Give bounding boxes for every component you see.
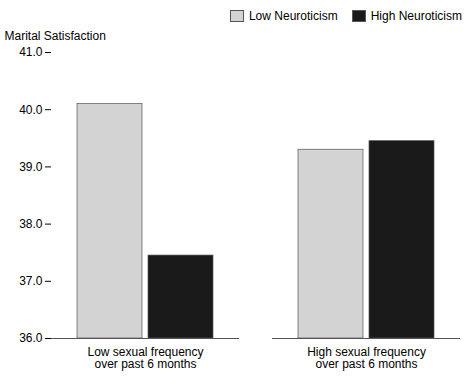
svg-text:High sexual frequencyover past: High sexual frequencyover past 6 months: [307, 345, 426, 371]
html-text:Low Neuroticism: Low Neuroticism: [248, 9, 338, 23]
svg-text:36.0: 36.0: [19, 331, 43, 345]
svg-text:38.0: 38.0: [19, 217, 43, 231]
svg-text:41.0: 41.0: [19, 45, 43, 59]
svg-text:37.0: 37.0: [19, 274, 43, 288]
svg-text:Marital Satisfaction: Marital Satisfaction: [5, 29, 106, 43]
svg-text:Low sexual frequencyover past: Low sexual frequencyover past 6 months: [87, 345, 203, 371]
svg-text:39.0: 39.0: [19, 160, 43, 174]
svg-text:40.0: 40.0: [19, 103, 43, 117]
html-text:High Neuroticism: High Neuroticism: [370, 9, 462, 23]
